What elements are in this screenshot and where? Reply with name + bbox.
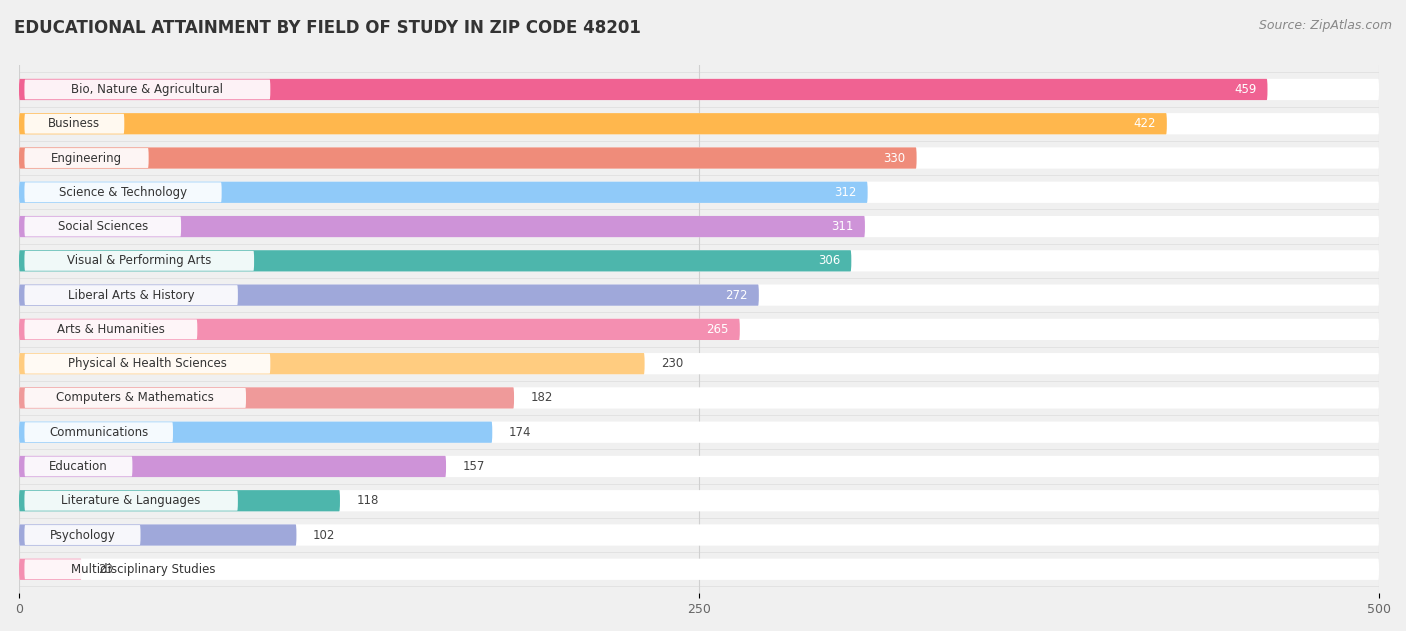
Text: 157: 157 <box>463 460 485 473</box>
Text: Engineering: Engineering <box>51 151 122 165</box>
Text: Business: Business <box>48 117 100 130</box>
Text: Social Sciences: Social Sciences <box>58 220 148 233</box>
FancyBboxPatch shape <box>20 353 644 374</box>
FancyBboxPatch shape <box>20 422 492 443</box>
FancyBboxPatch shape <box>20 353 1379 374</box>
FancyBboxPatch shape <box>20 285 759 306</box>
Text: Psychology: Psychology <box>49 529 115 541</box>
FancyBboxPatch shape <box>24 422 173 442</box>
Text: Literature & Languages: Literature & Languages <box>62 494 201 507</box>
FancyBboxPatch shape <box>20 490 340 511</box>
FancyBboxPatch shape <box>24 354 270 374</box>
FancyBboxPatch shape <box>20 182 868 203</box>
Text: 265: 265 <box>707 323 728 336</box>
Text: Visual & Performing Arts: Visual & Performing Arts <box>67 254 211 268</box>
Text: Computers & Mathematics: Computers & Mathematics <box>56 391 214 404</box>
FancyBboxPatch shape <box>20 558 1379 580</box>
FancyBboxPatch shape <box>24 251 254 271</box>
FancyBboxPatch shape <box>20 216 1379 237</box>
FancyBboxPatch shape <box>20 490 1379 511</box>
Text: EDUCATIONAL ATTAINMENT BY FIELD OF STUDY IN ZIP CODE 48201: EDUCATIONAL ATTAINMENT BY FIELD OF STUDY… <box>14 19 641 37</box>
Text: Communications: Communications <box>49 426 148 439</box>
FancyBboxPatch shape <box>24 114 124 134</box>
Text: 118: 118 <box>356 494 378 507</box>
FancyBboxPatch shape <box>20 79 1379 100</box>
Text: 459: 459 <box>1234 83 1257 96</box>
Text: Source: ZipAtlas.com: Source: ZipAtlas.com <box>1258 19 1392 32</box>
FancyBboxPatch shape <box>24 148 149 168</box>
Text: Multidisciplinary Studies: Multidisciplinary Studies <box>72 563 215 575</box>
FancyBboxPatch shape <box>20 113 1379 134</box>
Text: 311: 311 <box>832 220 853 233</box>
FancyBboxPatch shape <box>20 113 1167 134</box>
Text: Arts & Humanities: Arts & Humanities <box>56 323 165 336</box>
Text: 174: 174 <box>509 426 531 439</box>
FancyBboxPatch shape <box>20 285 1379 306</box>
FancyBboxPatch shape <box>24 285 238 305</box>
FancyBboxPatch shape <box>24 80 270 100</box>
FancyBboxPatch shape <box>24 216 181 237</box>
FancyBboxPatch shape <box>20 251 1379 271</box>
FancyBboxPatch shape <box>24 525 141 545</box>
FancyBboxPatch shape <box>20 456 446 477</box>
FancyBboxPatch shape <box>20 456 1379 477</box>
FancyBboxPatch shape <box>20 422 1379 443</box>
Text: Liberal Arts & History: Liberal Arts & History <box>67 288 194 302</box>
FancyBboxPatch shape <box>20 148 1379 168</box>
Text: 330: 330 <box>883 151 905 165</box>
FancyBboxPatch shape <box>24 559 262 579</box>
FancyBboxPatch shape <box>20 148 917 168</box>
FancyBboxPatch shape <box>24 457 132 476</box>
FancyBboxPatch shape <box>20 182 1379 203</box>
FancyBboxPatch shape <box>20 79 1267 100</box>
Text: Physical & Health Sciences: Physical & Health Sciences <box>67 357 226 370</box>
Text: Bio, Nature & Agricultural: Bio, Nature & Agricultural <box>72 83 224 96</box>
FancyBboxPatch shape <box>20 558 82 580</box>
FancyBboxPatch shape <box>24 388 246 408</box>
Text: 272: 272 <box>725 288 748 302</box>
Text: Science & Technology: Science & Technology <box>59 186 187 199</box>
FancyBboxPatch shape <box>20 387 515 408</box>
FancyBboxPatch shape <box>20 251 851 271</box>
Text: 182: 182 <box>530 391 553 404</box>
FancyBboxPatch shape <box>24 319 197 339</box>
FancyBboxPatch shape <box>20 216 865 237</box>
Text: 422: 422 <box>1133 117 1156 130</box>
Text: 102: 102 <box>312 529 335 541</box>
FancyBboxPatch shape <box>20 387 1379 408</box>
Text: 312: 312 <box>834 186 856 199</box>
FancyBboxPatch shape <box>20 524 297 546</box>
Text: 230: 230 <box>661 357 683 370</box>
FancyBboxPatch shape <box>24 182 222 202</box>
Text: 306: 306 <box>818 254 841 268</box>
FancyBboxPatch shape <box>24 491 238 510</box>
Text: 23: 23 <box>98 563 112 575</box>
Text: Education: Education <box>49 460 108 473</box>
FancyBboxPatch shape <box>20 524 1379 546</box>
FancyBboxPatch shape <box>20 319 1379 340</box>
FancyBboxPatch shape <box>20 319 740 340</box>
